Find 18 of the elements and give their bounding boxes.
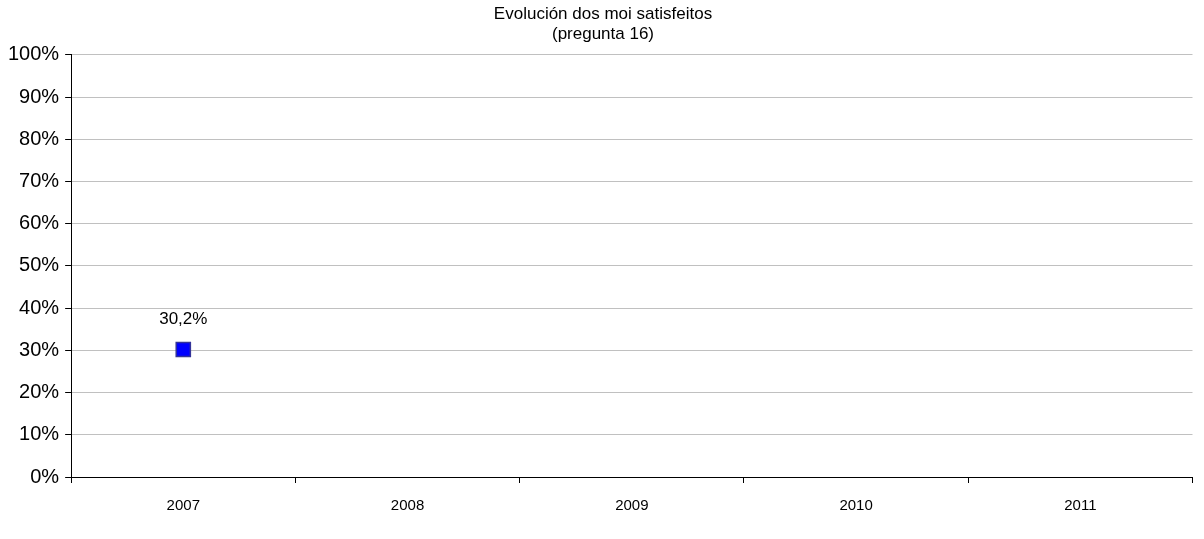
y-tick-label: 100%: [8, 42, 60, 65]
y-tick-label: 90%: [19, 84, 60, 107]
y-tick-label: 30%: [19, 337, 60, 360]
x-tick-label: 2009: [615, 496, 649, 514]
x-tick-label: 2011: [1064, 496, 1097, 514]
x-tick-label: 2008: [390, 496, 425, 514]
y-tick-label: 10%: [19, 422, 60, 445]
y-tick-label: 80%: [19, 126, 60, 149]
x-tick-label: 2010: [839, 496, 873, 514]
data-label: 30,2%: [159, 308, 208, 328]
x-tick-label: 2007: [166, 496, 200, 514]
y-tick-label: 40%: [19, 295, 60, 318]
y-tick-label: 0%: [30, 464, 60, 487]
y-tick-label: 50%: [19, 253, 60, 276]
y-tick-label: 60%: [19, 211, 60, 234]
y-tick-label: 70%: [19, 168, 60, 191]
y-tick-label: 20%: [19, 380, 60, 403]
chart-title: Evolución dos moi satisfeitos (pregunta 16): [493, 3, 713, 44]
